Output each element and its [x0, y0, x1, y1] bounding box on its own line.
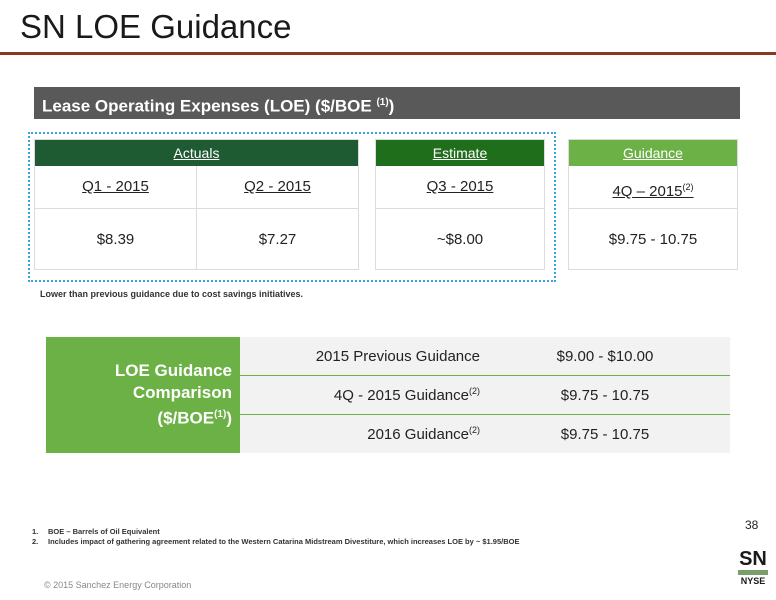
logo-ticker: SN: [739, 548, 767, 570]
row-label: 2015 Previous Guidance: [315, 348, 480, 365]
logo-exchange: NYSE: [740, 576, 766, 586]
actuals-header: Actuals: [35, 140, 358, 166]
comparison-label: LOE Guidance Comparison ($/BOE(1)): [46, 337, 240, 453]
guidance-header: Guidance: [569, 140, 737, 166]
section-header: Lease Operating Expenses (LOE) ($/BOE (1…: [34, 87, 740, 119]
section-title: Lease Operating Expenses (LOE) ($/BOE: [42, 96, 377, 116]
period-label: Q3 - 2015: [376, 166, 544, 209]
period-text: 4Q – 2015: [612, 183, 683, 200]
company-logo: SN NYSE: [736, 549, 770, 586]
footnote-item: 2. Includes impact of gathering agreement…: [32, 537, 520, 546]
period-label: Q2 - 2015: [197, 166, 358, 209]
comparison-label-line3: ($/BOE(1)): [157, 408, 232, 428]
comparison-table: 2015 Previous Guidance $9.00 - $10.00 4Q…: [240, 337, 730, 453]
guidance-col-q4: 4Q – 2015(2) $9.75 - 10.75: [569, 166, 737, 270]
comparison-label-line2: Comparison: [132, 383, 232, 402]
comparison-label-line1: LOE Guidance: [114, 361, 232, 380]
table-row: 2016 Guidance(2) $9.75 - 10.75: [240, 414, 730, 453]
row-value: $9.00 - $10.00: [556, 347, 654, 365]
period-label: Q1 - 2015: [35, 166, 196, 209]
logo-bar: [738, 570, 768, 575]
estimate-col-q3: Q3 - 2015 ~$8.00: [376, 166, 544, 270]
period-footnote-ref: (2): [682, 182, 694, 192]
footnotes: 1. BOE – Barrels of Oil Equivalent 2. Incl…: [32, 527, 519, 547]
selection-outline: [28, 132, 556, 282]
row-label: 4Q - 2015 Guidance(2): [333, 386, 480, 404]
period-value: $7.27: [258, 231, 297, 248]
section-title-end: ): [388, 96, 395, 116]
page-title: SN LOE Guidance: [20, 8, 292, 45]
period-value: $8.39: [96, 231, 135, 248]
copyright: © 2015 Sanchez Energy Corporation: [44, 580, 192, 590]
title-divider: [0, 52, 776, 55]
actuals-col-q1: Q1 - 2015 $8.39: [35, 166, 196, 270]
row-value: $9.75 - 10.75: [560, 425, 650, 443]
guidance-note: Lower than previous guidance due to cost…: [40, 289, 304, 299]
actuals-col-q2: Q2 - 2015 $7.27: [196, 166, 358, 270]
row-label: 2016 Guidance(2): [367, 425, 480, 443]
table-row: 2015 Previous Guidance $9.00 - $10.00: [240, 337, 730, 375]
comparison-footnote-ref: (1): [214, 409, 227, 420]
table-row: 4Q - 2015 Guidance(2) $9.75 - 10.75: [240, 375, 730, 414]
guidance-panel: Guidance 4Q – 2015(2) $9.75 - 10.75: [568, 139, 738, 270]
row-value: $9.75 - 10.75: [560, 386, 650, 404]
page-number: 38: [745, 518, 759, 532]
period-label: 4Q – 2015(2): [569, 166, 737, 209]
period-value: ~$8.00: [436, 231, 484, 248]
footnote-item: 1. BOE – Barrels of Oil Equivalent: [32, 527, 160, 536]
estimate-panel: Estimate Q3 - 2015 ~$8.00: [375, 139, 545, 270]
section-title-footnote-ref: (1): [376, 97, 389, 108]
estimate-header: Estimate: [376, 140, 544, 166]
period-value: $9.75 - 10.75: [608, 231, 698, 248]
actuals-panel: Actuals Q1 - 2015 $8.39 Q2 - 2015 $7.27: [34, 139, 359, 270]
actuals-columns: Q1 - 2015 $8.39 Q2 - 2015 $7.27: [35, 166, 358, 270]
